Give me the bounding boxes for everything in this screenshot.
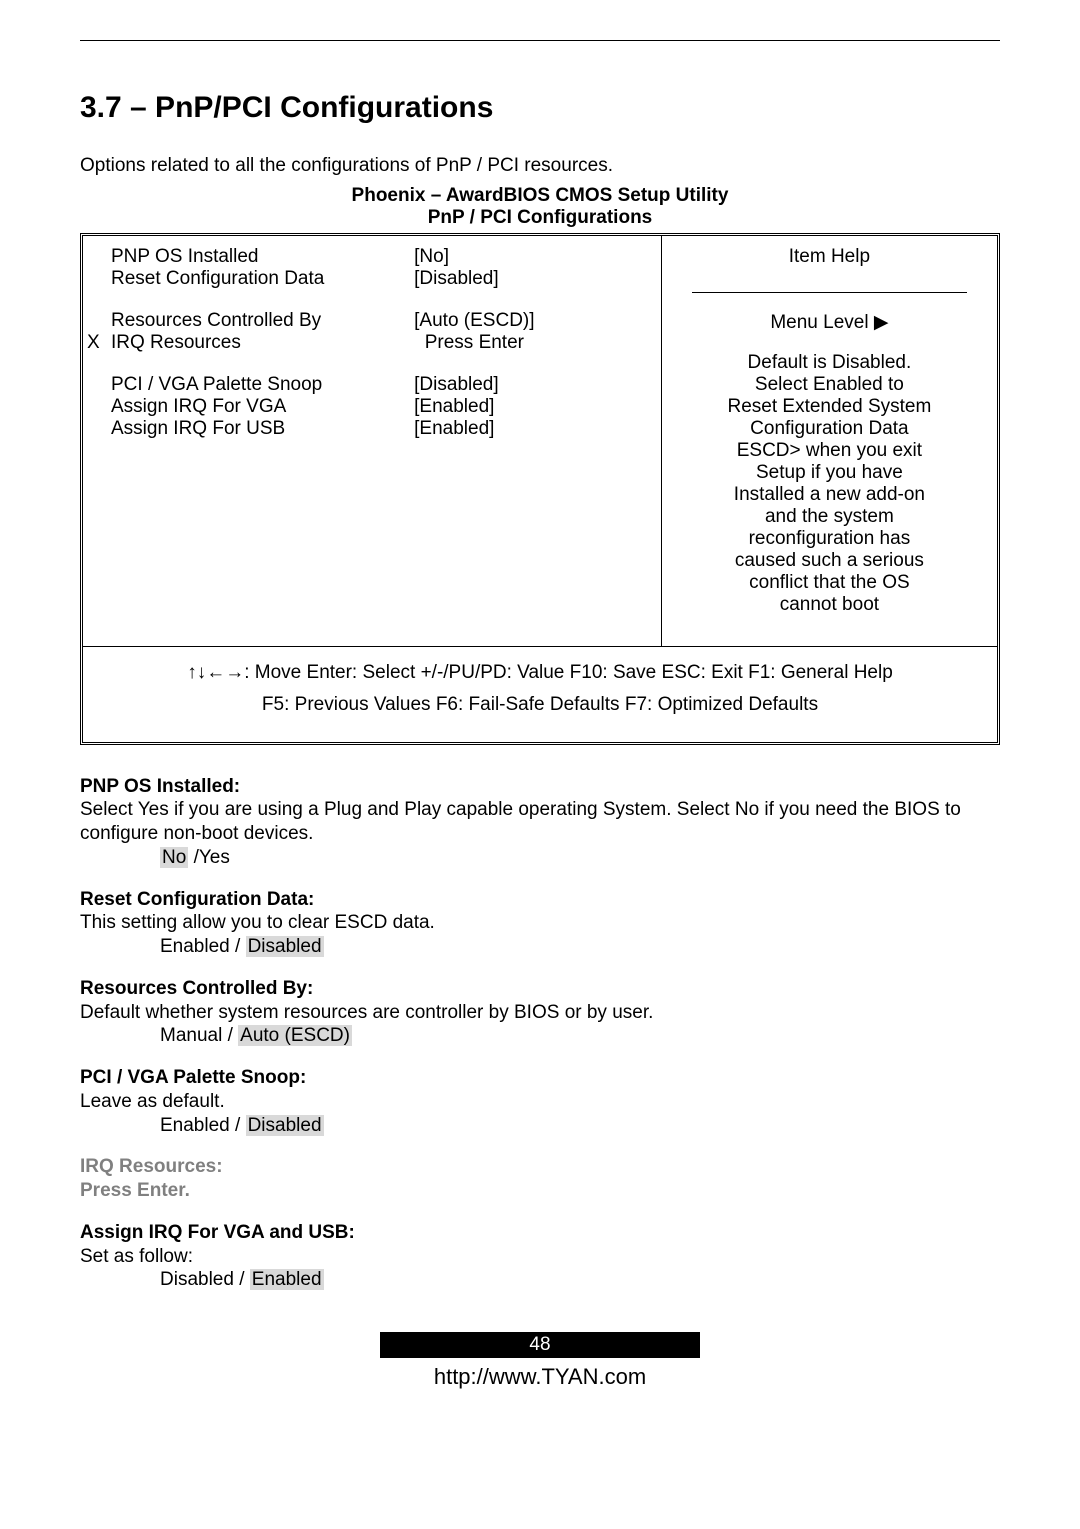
bios-item-label: Assign IRQ For VGA (111, 396, 286, 417)
footer-line-1: ↑↓←→: Move Enter: Select +/-/PU/PD: Valu… (187, 662, 893, 683)
bios-item-label: Resources Controlled By (111, 310, 321, 331)
descriptions-container: PNP OS Installed:Select Yes if you are u… (80, 775, 1000, 1293)
top-rule (80, 40, 1000, 41)
help-menu-level: Menu Level ▶ (692, 311, 967, 334)
desc-body: This setting allow you to clear ESCD dat… (80, 911, 1000, 935)
bios-table: PNP OS Installed Reset Configuration Dat… (80, 233, 1000, 745)
desc-title: PCI / VGA Palette Snoop: (80, 1066, 1000, 1090)
desc-options: Enabled / Disabled (80, 935, 1000, 959)
bios-item-prefix: X (87, 332, 111, 354)
desc-title: Reset Configuration Data: (80, 888, 1000, 912)
bios-header-1: Phoenix – AwardBIOS CMOS Setup Utility (80, 185, 1000, 207)
description-block: Resources Controlled By:Default whether … (80, 977, 1000, 1048)
desc-title: Assign IRQ For VGA and USB: (80, 1221, 1000, 1245)
help-body: Default is Disabled.Select Enabled toRes… (727, 352, 931, 615)
bios-footer: ↑↓←→: Move Enter: Select +/-/PU/PD: Valu… (83, 646, 997, 742)
description-block: Reset Configuration Data:This setting al… (80, 888, 1000, 959)
desc-body: Default whether system resources are con… (80, 1001, 1000, 1025)
help-title: Item Help (692, 246, 967, 278)
footer-line-2: F5: Previous Values F6: Fail-Safe Defaul… (262, 694, 818, 715)
bios-item-label: PCI / VGA Palette Snoop (111, 374, 322, 395)
bios-item-value: [No] (414, 246, 449, 267)
description-block: IRQ Resources:Press Enter. (80, 1155, 1000, 1203)
bios-item-label: Assign IRQ For USB (111, 418, 285, 439)
section-title: 3.7 – PnP/PCI Configurations (80, 91, 1000, 125)
bios-header-2: PnP / PCI Configurations (80, 207, 1000, 229)
bios-item-value: [Disabled] (414, 268, 499, 289)
bios-item-value: [Disabled] (414, 374, 499, 395)
desc-options: No /Yes (80, 846, 1000, 870)
desc-options: Disabled / Enabled (80, 1268, 1000, 1292)
bios-values-col: [No] [Disabled] [Auto (ESCD)] Press Ente… (398, 236, 661, 646)
bios-item-value: [Enabled] (414, 418, 494, 439)
desc-title: PNP OS Installed: (80, 775, 1000, 799)
description-block: PCI / VGA Palette Snoop:Leave as default… (80, 1066, 1000, 1137)
desc-body: Select Yes if you are using a Plug and P… (80, 798, 1000, 846)
bios-item-label: Reset Configuration Data (111, 268, 324, 289)
page-number: 48 (380, 1332, 700, 1358)
bios-item-label: PNP OS Installed (111, 246, 259, 267)
desc-title: Resources Controlled By: (80, 977, 1000, 1001)
bios-item-value: [Auto (ESCD)] (414, 310, 534, 331)
bios-labels-col: PNP OS Installed Reset Configuration Dat… (83, 236, 398, 646)
description-block: PNP OS Installed:Select Yes if you are u… (80, 775, 1000, 870)
bios-item-value: Press Enter (425, 332, 524, 353)
desc-body-grey: Press Enter. (80, 1179, 1000, 1203)
bios-item-value: [Enabled] (414, 396, 494, 417)
intro-text: Options related to all the configuration… (80, 155, 1000, 177)
help-divider (692, 292, 967, 293)
description-block: Assign IRQ For VGA and USB:Set as follow… (80, 1221, 1000, 1292)
desc-body: Leave as default. (80, 1090, 1000, 1114)
bios-item-label: IRQ Resources (111, 332, 241, 353)
desc-title-grey: IRQ Resources: (80, 1155, 1000, 1179)
bios-help-col: Item Help Menu Level ▶ Default is Disabl… (661, 236, 997, 646)
desc-options: Enabled / Disabled (80, 1114, 1000, 1138)
footer-url: http://www.TYAN.com (80, 1364, 1000, 1390)
desc-options: Manual / Auto (ESCD) (80, 1024, 1000, 1048)
desc-body: Set as follow: (80, 1245, 1000, 1269)
